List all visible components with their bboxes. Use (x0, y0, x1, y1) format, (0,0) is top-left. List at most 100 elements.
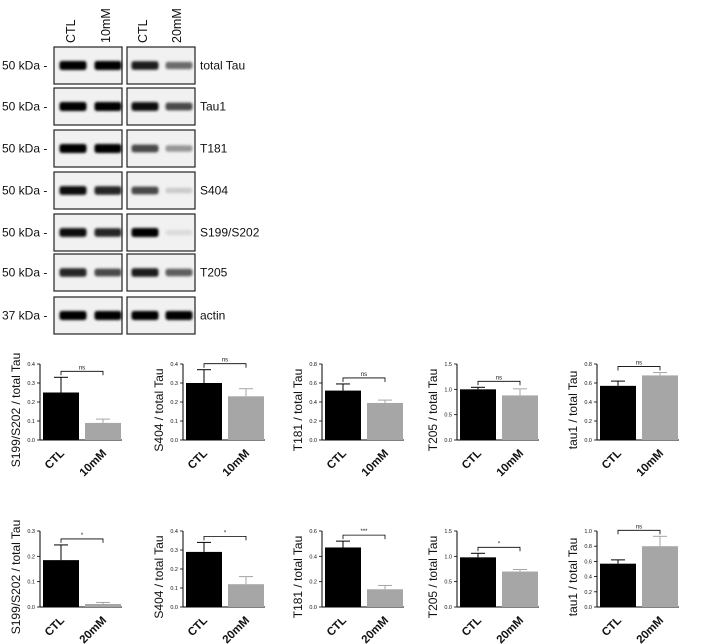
bar-chart-0: S199/S202 / total Tau 0.0 0.1 0.2 0.3 0.4 CTL 1… (9, 353, 122, 479)
bar-10mm (85, 422, 121, 440)
significance-bracket (477, 546, 521, 552)
bar-20mm (642, 546, 678, 607)
significance-bracket (203, 536, 247, 541)
significance-label: ns (636, 524, 642, 530)
x-tick-label: 20mM (360, 615, 392, 644)
blot-band (59, 186, 87, 195)
y-tick-label: 0.0 (309, 438, 317, 444)
y-tick-label: 0.8 (309, 362, 317, 368)
y-tick-label: 0.1 (170, 586, 178, 592)
bar-20mm (228, 584, 264, 607)
blot-band (59, 228, 87, 237)
bar-ctl (325, 547, 361, 607)
bar-10mm (642, 375, 678, 440)
x-tick-label: CTL (600, 448, 624, 472)
bar-ctl (186, 383, 222, 440)
y-axis-label: tau1 / total Tau (566, 371, 580, 450)
bar-ctl (600, 385, 636, 440)
blot-band (94, 102, 122, 111)
x-tick-label: CTL (325, 615, 349, 639)
blot-row-label-4: S199/S202 (200, 226, 260, 240)
x-tick-label: CTL (460, 615, 484, 639)
blot-band (59, 144, 87, 153)
blot-band (59, 311, 87, 320)
marker-label-5: 50 kDa - (2, 266, 47, 280)
y-tick-label: 1.5 (444, 362, 452, 368)
bar-chart-1: S404 / total Tau 0.0 0.1 0.2 0.3 0.4 CTL 10mM ns (152, 358, 265, 479)
y-tick-label: 0.6 (309, 381, 317, 387)
blot-band (165, 61, 193, 70)
blot-band (94, 61, 122, 70)
marker-label-1: 50 kDa - (2, 100, 47, 114)
y-tick-label: 0.6 (584, 559, 592, 565)
x-tick-label: CTL (43, 448, 67, 472)
y-tick-label: 0.4 (309, 400, 317, 406)
x-tick-label: 20mM (78, 615, 110, 644)
significance-bracket (342, 534, 386, 540)
blot-row-5: 50 kDa - T205 (2, 253, 228, 292)
significance-bracket (617, 366, 661, 371)
blot-band (131, 102, 159, 111)
significance-label: ns (79, 365, 85, 371)
marker-label-6: 37 kDa - (2, 309, 47, 323)
y-tick-label: 0.4 (309, 554, 317, 560)
x-tick-label: CTL (460, 448, 484, 472)
lane-label-1: 10mM (99, 8, 113, 43)
y-tick-label: 1.0 (444, 387, 452, 393)
bar-chart-2: T181 / total Tau 0.0 0.2 0.4 0.6 0.8 CTL 10mM ns (291, 362, 404, 479)
bar-ctl (460, 557, 496, 607)
y-axis-label: T181 / total Tau (291, 369, 305, 452)
y-tick-label: 0.4 (170, 529, 178, 535)
y-tick-label: 0.0 (170, 438, 178, 444)
blot-band (94, 228, 122, 237)
blot-row-0: 50 kDa - total Tau (2, 46, 245, 85)
y-tick-label: 0.3 (170, 381, 178, 387)
bar-chart-5: S199/S202 / total Tau 0.0 0.1 0.2 0.3 CTL 20mM… (9, 520, 122, 644)
y-tick-label: 0.2 (309, 419, 317, 425)
y-tick-label: 1.0 (444, 554, 452, 560)
y-tick-label: 0.2 (584, 419, 592, 425)
blot-band (131, 268, 159, 277)
significance-label: *** (360, 529, 368, 535)
y-tick-label: 0.6 (309, 529, 317, 535)
blot-band (94, 268, 122, 277)
bar-20mm (85, 603, 121, 607)
marker-label-2: 50 kDa - (2, 142, 47, 156)
y-tick-label: 0.2 (170, 567, 178, 573)
y-tick-label: 0.0 (170, 605, 178, 611)
significance-label: * (224, 530, 227, 536)
y-tick-label: 0.0 (444, 605, 452, 611)
y-axis-label: S199/S202 / total Tau (9, 520, 23, 635)
y-tick-label: 0.0 (27, 605, 35, 611)
x-tick-label: CTL (600, 615, 624, 639)
blot-band (131, 61, 159, 70)
blot-band (165, 311, 193, 320)
x-tick-label: 20mM (635, 615, 667, 644)
x-tick-label: 10mM (635, 448, 667, 480)
y-tick-label: 0.4 (170, 362, 178, 368)
significance-bracket (617, 529, 661, 535)
significance-label: ns (222, 358, 228, 364)
x-tick-label: 10mM (78, 448, 110, 480)
x-tick-label: 20mM (221, 615, 253, 644)
lane-label-2: CTL (136, 19, 150, 43)
significance-label: * (81, 533, 84, 539)
blot-band (131, 228, 159, 237)
significance-label: ns (361, 372, 367, 378)
blot-band (94, 311, 122, 320)
y-tick-label: 0.5 (444, 580, 452, 586)
western-blot-panel: CTL 10mM CTL 20mM 50 kDa - total Tau 50 kDa - T… (2, 8, 260, 335)
bar-chart-4: tau1 / total Tau 0.0 0.2 0.4 0.6 0.8 CTL 10mM ns (566, 361, 679, 480)
y-tick-label: 0.1 (170, 419, 178, 425)
y-tick-label: 0.2 (170, 400, 178, 406)
y-tick-label: 0.3 (27, 529, 35, 535)
y-tick-label: 0.3 (170, 548, 178, 554)
y-tick-label: 0.0 (584, 605, 592, 611)
significance-bracket (342, 377, 386, 382)
blot-band (165, 187, 193, 194)
y-tick-label: 0.8 (584, 544, 592, 550)
y-tick-label: 0.2 (27, 554, 35, 560)
blot-row-label-5: T205 (200, 266, 228, 280)
significance-bracket (203, 363, 247, 368)
x-tick-label: 10mM (221, 448, 253, 480)
